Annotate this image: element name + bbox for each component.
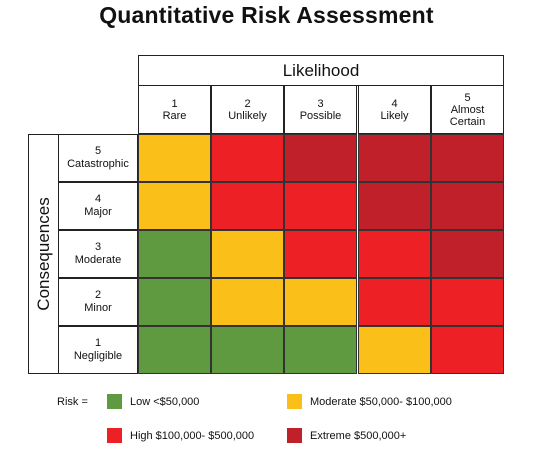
column-label: Certain [449,115,486,128]
risk-cell-moderate [138,182,211,230]
consequences-label: Consequences [33,197,53,311]
legend-swatch [287,428,302,443]
row-label: Moderate [74,254,122,266]
legend-label: Extreme $500,000+ [310,429,407,442]
risk-cell-high [211,182,284,230]
column-number: 1 [171,97,178,110]
likelihood-column-4: 4 Likely [358,86,431,134]
risk-cell-high [431,278,504,326]
risk-cell-low [138,230,211,278]
likelihood-column-5: 5 Almost Certain [431,86,504,134]
risk-cell-high [358,230,431,278]
column-label: Unlikely [228,109,267,122]
row-label: Minor [84,302,112,314]
column-label: Likely [380,109,409,122]
risk-cell-moderate [211,278,284,326]
legend-label: High $100,000- $500,000 [130,429,255,442]
legend-swatch [107,428,122,443]
likelihood-header: Likelihood [138,55,504,86]
consequence-row-5: 5 Catastrophic [59,134,138,182]
likelihood-column-1: 1 Rare [138,86,211,134]
consequence-row-1: 1 Negligible [59,326,138,374]
page-title: Quantitative Risk Assessment [99,2,434,28]
row-label: Major [84,206,112,218]
likelihood-column-3: 3 Possible [284,86,357,134]
consequence-row-2: 2 Minor [59,278,138,326]
risk-cell-moderate [284,278,357,326]
legend-prefix: Risk = [57,396,88,408]
risk-cell-high [211,134,284,182]
legend-item-low: Low <$50,000 [107,394,199,409]
column-label: Rare [162,109,187,122]
consequences-header: Consequences [28,134,59,374]
legend-swatch [107,394,122,409]
risk-cell-moderate [138,134,211,182]
risk-cell-high [431,326,504,374]
row-label: Negligible [73,350,123,362]
risk-cell-extreme [358,134,431,182]
risk-cell-high [284,230,357,278]
legend-item-moderate: Moderate $50,000- $100,000 [287,394,452,409]
column-number: 3 [317,97,324,110]
risk-cell-low [211,326,284,374]
row-number: 2 [94,289,102,301]
column-label: Possible [299,109,342,122]
row-number: 3 [94,241,102,253]
risk-cell-high [358,278,431,326]
likelihood-column-2: 2 Unlikely [211,86,284,134]
column-label: Almost [450,103,485,116]
risk-cell-extreme [284,134,357,182]
legend-label: Low <$50,000 [130,395,200,408]
risk-cell-low [284,326,357,374]
column-number: 4 [391,97,398,110]
consequence-row-3: 3 Moderate [59,230,138,278]
row-number: 5 [94,145,102,157]
row-label: Catastrophic [67,158,129,170]
legend-item-high: High $100,000- $500,000 [107,428,254,443]
row-number: 4 [94,193,102,205]
row-number: 1 [94,337,102,349]
risk-cell-moderate [211,230,284,278]
legend-swatch [287,394,302,409]
consequence-row-4: 4 Major [59,182,138,230]
risk-cell-extreme [431,182,504,230]
risk-cell-moderate [358,326,431,374]
risk-cell-extreme [358,182,431,230]
column-number: 5 [464,91,471,104]
column-number: 2 [244,97,251,110]
risk-cell-extreme [431,230,504,278]
legend-item-extreme: Extreme $500,000+ [287,428,406,443]
risk-cell-high [284,182,357,230]
risk-cell-low [138,326,211,374]
legend-label: Moderate $50,000- $100,000 [310,395,452,408]
risk-cell-low [138,278,211,326]
risk-cell-extreme [431,134,504,182]
likelihood-label: Likelihood [282,60,360,80]
